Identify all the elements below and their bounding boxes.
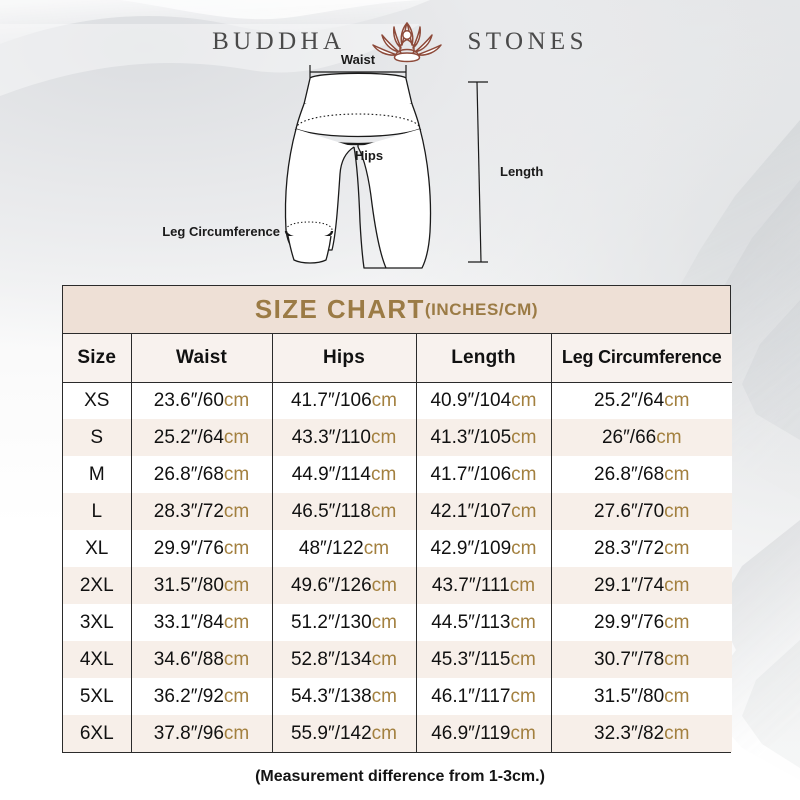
cell-leg-circumference: 29.9″/76cm [551, 604, 732, 641]
cell-hips: 48″/122cm [272, 530, 417, 567]
cell-size: 4XL [63, 641, 132, 678]
cell-length: 42.9″/109cm [416, 530, 552, 567]
cell-leg-circumference: 27.6″/70cm [551, 493, 732, 530]
cell-leg-circumference: 30.7″/78cm [551, 641, 732, 678]
cell-waist: 36.2″/92cm [131, 678, 273, 715]
diagram-label-length: Length [500, 164, 543, 179]
table-header: Size Waist Hips Length Leg Circumference [63, 334, 732, 383]
table-row: 6XL 37.8″/96cm 55.9″/142cm 46.9″/119cm 32.3″… [63, 715, 732, 752]
cell-size: 6XL [63, 715, 132, 752]
cell-leg-circumference: 32.3″/82cm [551, 715, 732, 752]
cell-hips: 54.3″/138cm [272, 678, 417, 715]
cell-leg-circumference: 28.3″/72cm [551, 530, 732, 567]
cell-waist: 33.1″/84cm [131, 604, 273, 641]
table-row: 4XL 34.6″/88cm 52.8″/134cm 45.3″/115cm 30.7″… [63, 641, 732, 678]
cell-length: 41.3″/105cm [416, 419, 552, 456]
cell-hips: 41.7″/106cm [272, 382, 417, 419]
cell-leg-circumference: 31.5″/80cm [551, 678, 732, 715]
cell-waist: 29.9″/76cm [131, 530, 273, 567]
table-row: 2XL 31.5″/80cm 49.6″/126cm 43.7″/111cm 29.1″… [63, 567, 732, 604]
cell-size: L [63, 493, 132, 530]
cell-size: 5XL [63, 678, 132, 715]
cell-waist: 31.5″/80cm [131, 567, 273, 604]
cell-length: 43.7″/111cm [416, 567, 552, 604]
cell-length: 46.9″/119cm [416, 715, 552, 752]
cell-hips: 52.8″/134cm [272, 641, 417, 678]
size-chart-title-bar: SIZE CHART (INCHES/CM) [63, 286, 730, 334]
cell-waist: 25.2″/64cm [131, 419, 273, 456]
brand-word-stones: STONES [467, 28, 588, 55]
table-row: 3XL 33.1″/84cm 51.2″/130cm 44.5″/113cm 29.9″… [63, 604, 732, 641]
cell-size: XL [63, 530, 132, 567]
measurement-footnote: (Measurement difference from 1-3cm.) [255, 768, 545, 785]
size-chart-title-main: SIZE CHART [254, 294, 425, 324]
cell-waist: 26.8″/68cm [131, 456, 273, 493]
cell-size: XS [63, 382, 132, 419]
cell-size: 2XL [63, 567, 132, 604]
cell-leg-circumference: 26.8″/68cm [551, 456, 732, 493]
size-chart-title-units: (INCHES/CM) [424, 299, 539, 319]
cell-hips: 51.2″/130cm [272, 604, 417, 641]
table-row: M 26.8″/68cm 44.9″/114cm 41.7″/106cm 26.8″/6… [63, 456, 732, 493]
cell-hips: 46.5″/118cm [272, 493, 417, 530]
cell-length: 46.1″/117cm [416, 678, 552, 715]
cell-waist: 37.8″/96cm [131, 715, 273, 752]
column-header-waist: Waist [131, 334, 273, 383]
cell-hips: 44.9″/114cm [272, 456, 417, 493]
cell-size: M [63, 456, 132, 493]
brand-word-buddha: BUDDHA [212, 28, 346, 55]
cell-leg-circumference: 29.1″/74cm [551, 567, 732, 604]
column-header-length: Length [416, 334, 552, 383]
cell-length: 44.5″/113cm [416, 604, 552, 641]
diagram-label-waist: Waist [341, 52, 376, 67]
column-header-hips: Hips [272, 334, 417, 383]
cell-waist: 28.3″/72cm [131, 493, 273, 530]
table-row: XL 29.9″/76cm 48″/122cm 42.9″/109cm 28.3″/72… [63, 530, 732, 567]
cell-length: 42.1″/107cm [416, 493, 552, 530]
lotus-meditation-logo-icon [361, 15, 453, 69]
cell-hips: 55.9″/142cm [272, 715, 417, 752]
cell-waist: 23.6″/60cm [131, 382, 273, 419]
cell-size: S [63, 419, 132, 456]
table-row: XS 23.6″/60cm 41.7″/106cm 40.9″/104cm 25.2″/… [63, 382, 732, 419]
table-body: XS 23.6″/60cm 41.7″/106cm 40.9″/104cm 25.2″/… [63, 382, 732, 752]
diagram-label-hips: Hips [355, 148, 383, 163]
pants-measurement-diagram: Waist Hips Length Leg Circumference [162, 52, 558, 286]
column-header-leg-circumference: Leg Circumference [551, 334, 732, 383]
cell-waist: 34.6″/88cm [131, 641, 273, 678]
diagram-label-leg-circumference: Leg Circumference [162, 224, 280, 239]
cell-leg-circumference: 26″/66cm [551, 419, 732, 456]
table-row: S 25.2″/64cm 43.3″/110cm 41.3″/105cm 26″/66c… [63, 419, 732, 456]
cell-length: 45.3″/115cm [416, 641, 552, 678]
cell-hips: 43.3″/110cm [272, 419, 417, 456]
brand-header: BUDDHA [0, 14, 800, 70]
cell-size: 3XL [63, 604, 132, 641]
table-header-row: Size Waist Hips Length Leg Circumference [63, 334, 732, 383]
cell-leg-circumference: 25.2″/64cm [551, 382, 732, 419]
table-row: L 28.3″/72cm 46.5″/118cm 42.1″/107cm 27.6″/7… [63, 493, 732, 530]
cell-length: 41.7″/106cm [416, 456, 552, 493]
size-chart-table-container: SIZE CHART (INCHES/CM) Size Waist Hips L… [62, 285, 732, 753]
table-row: 5XL 36.2″/92cm 54.3″/138cm 46.1″/117cm 31.5″… [63, 678, 732, 715]
cell-length: 40.9″/104cm [416, 382, 552, 419]
column-header-size: Size [63, 334, 132, 383]
size-chart-table: Size Waist Hips Length Leg Circumference… [63, 334, 732, 752]
cell-hips: 49.6″/126cm [272, 567, 417, 604]
